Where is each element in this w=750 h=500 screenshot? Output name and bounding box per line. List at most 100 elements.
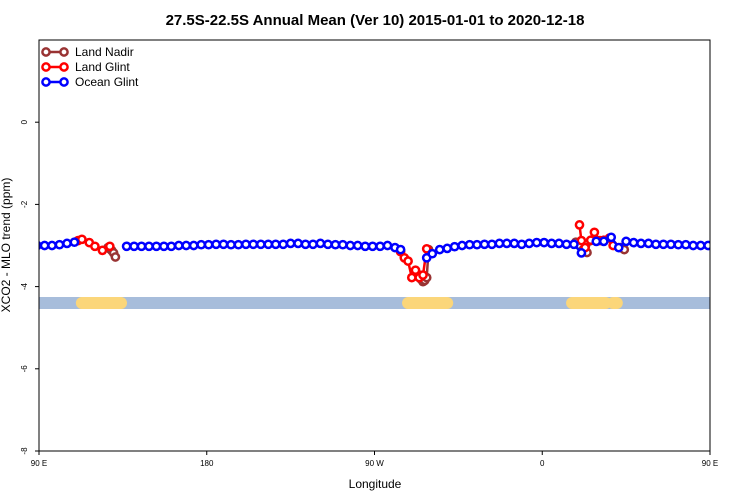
ocean-glint-point	[173, 240, 184, 251]
ocean-glint-point	[464, 239, 475, 250]
ocean-glint-point	[509, 238, 520, 249]
ocean-glint-point	[712, 242, 719, 249]
ocean-glint-point	[546, 238, 557, 249]
ocean-glint-point	[673, 239, 684, 250]
y-axis: 0 -2 -4 -6 -8	[20, 119, 39, 455]
ocean-glint-point	[69, 237, 80, 248]
ocean-glint-point	[121, 241, 132, 252]
x-axis: 90 E 180 90 W 0 90 E	[31, 451, 718, 468]
ocean-glint-point	[188, 240, 199, 251]
y-tick-label: -6	[20, 365, 29, 373]
land-glint-point	[742, 239, 749, 246]
ocean-glint-point	[136, 241, 147, 252]
y-axis-title: XCO2 - MLO trend (ppm)	[0, 178, 13, 313]
legend-marker-land-glint	[59, 62, 69, 72]
ocean-glint-point	[323, 239, 333, 250]
ocean-glint-point	[375, 241, 385, 252]
land-glint-line-3	[745, 239, 750, 256]
ocean-glint-point	[531, 237, 542, 248]
ocean-glint-point	[360, 241, 371, 252]
ocean-glint-point	[233, 239, 244, 250]
ocean-glint-point	[591, 236, 602, 247]
ocean-glint-point	[300, 239, 311, 250]
y-tick-label: -4	[20, 282, 29, 290]
x-tick-label: 90 E	[702, 459, 718, 468]
ocean-glint-point	[151, 241, 162, 252]
land-glint-point	[90, 241, 100, 252]
land-glint-point	[589, 227, 600, 238]
ocean-glint-point	[643, 238, 654, 249]
ocean-glint-point	[569, 239, 579, 250]
legend-marker-land-nadir	[59, 47, 69, 57]
ocean-glint-point	[255, 239, 266, 250]
ocean-glint-point	[278, 239, 289, 250]
ocean-glint-point	[501, 238, 512, 249]
land-glint-point	[77, 234, 87, 245]
ocean-glint-point	[658, 239, 669, 250]
ocean-glint-point	[516, 239, 527, 250]
ocean-glint-point	[395, 244, 406, 255]
ocean-glint-point	[561, 239, 572, 250]
ocean-glint-point	[352, 240, 363, 251]
ocean-glint-point	[434, 244, 445, 255]
ocean-glint-point	[248, 239, 259, 250]
y-tick-label: -2	[20, 200, 29, 208]
ocean-glint-point	[39, 241, 42, 250]
ocean-glint-point	[442, 243, 453, 254]
ocean-glint-point	[472, 239, 482, 250]
ocean-glint-point	[427, 248, 438, 259]
ocean-glint-point	[129, 241, 139, 252]
ocean-glint-point	[727, 241, 734, 248]
ocean-glint-point	[688, 240, 699, 251]
ocean-glint-point	[666, 239, 676, 250]
legend-marker-land-nadir	[41, 47, 51, 57]
ocean-glint-point	[703, 240, 710, 251]
ocean-glint-point	[39, 240, 50, 251]
ocean-glint-point	[457, 240, 467, 251]
ocean-glint-point	[218, 239, 229, 250]
ocean-glint-point	[270, 239, 281, 250]
ocean-glint-point	[203, 239, 214, 250]
x-tick-label: 0	[540, 459, 545, 468]
land-glint-point	[574, 220, 585, 230]
land-glint-point	[576, 235, 587, 246]
land-glint-point	[410, 265, 421, 276]
ocean-glint-point	[337, 239, 348, 250]
ocean-glint-point	[479, 239, 490, 250]
x-tick-label: 90 E	[31, 459, 47, 468]
land-nadir-point	[110, 252, 121, 262]
ocean-glint-point	[554, 238, 564, 249]
legend-label-land-glint: Land Glint	[75, 60, 130, 74]
legend-label-ocean-glint: Ocean Glint	[75, 75, 139, 89]
ocean-glint-point	[196, 239, 207, 250]
ocean-glint-point	[487, 239, 497, 250]
legend-label-land-nadir: Land Nadir	[75, 45, 134, 59]
ocean-glint-point	[166, 241, 177, 252]
y-tick-label: 0	[20, 119, 29, 124]
chart-title: 27.5S-22.5S Annual Mean (Ver 10) 2015-01…	[166, 12, 585, 29]
ocean-glint-point	[613, 242, 624, 253]
legend-marker-ocean-glint	[59, 77, 69, 87]
ocean-glint-point	[719, 242, 726, 249]
ocean-glint-point	[524, 238, 535, 249]
ocean-glint-point	[621, 236, 631, 247]
ocean-glint-point	[293, 238, 303, 249]
ocean-glint-point	[226, 239, 236, 250]
ocean-glint-point	[449, 241, 460, 252]
land-glint-point	[403, 256, 413, 266]
ocean-glint-point	[62, 238, 72, 249]
ocean-glint-point	[315, 238, 326, 249]
ocean-glint-point	[308, 239, 318, 250]
land-glint-point	[418, 270, 428, 280]
x-tick-label: 90 W	[365, 459, 384, 468]
ocean-glint-point	[628, 237, 639, 248]
ocean-glint-point	[651, 239, 661, 250]
y-tick-label: -8	[20, 447, 29, 455]
ocean-glint-point	[680, 239, 691, 250]
ocean-glint-point	[576, 248, 587, 258]
ocean-glint-point	[367, 241, 378, 252]
ocean-glint-point	[734, 240, 741, 247]
